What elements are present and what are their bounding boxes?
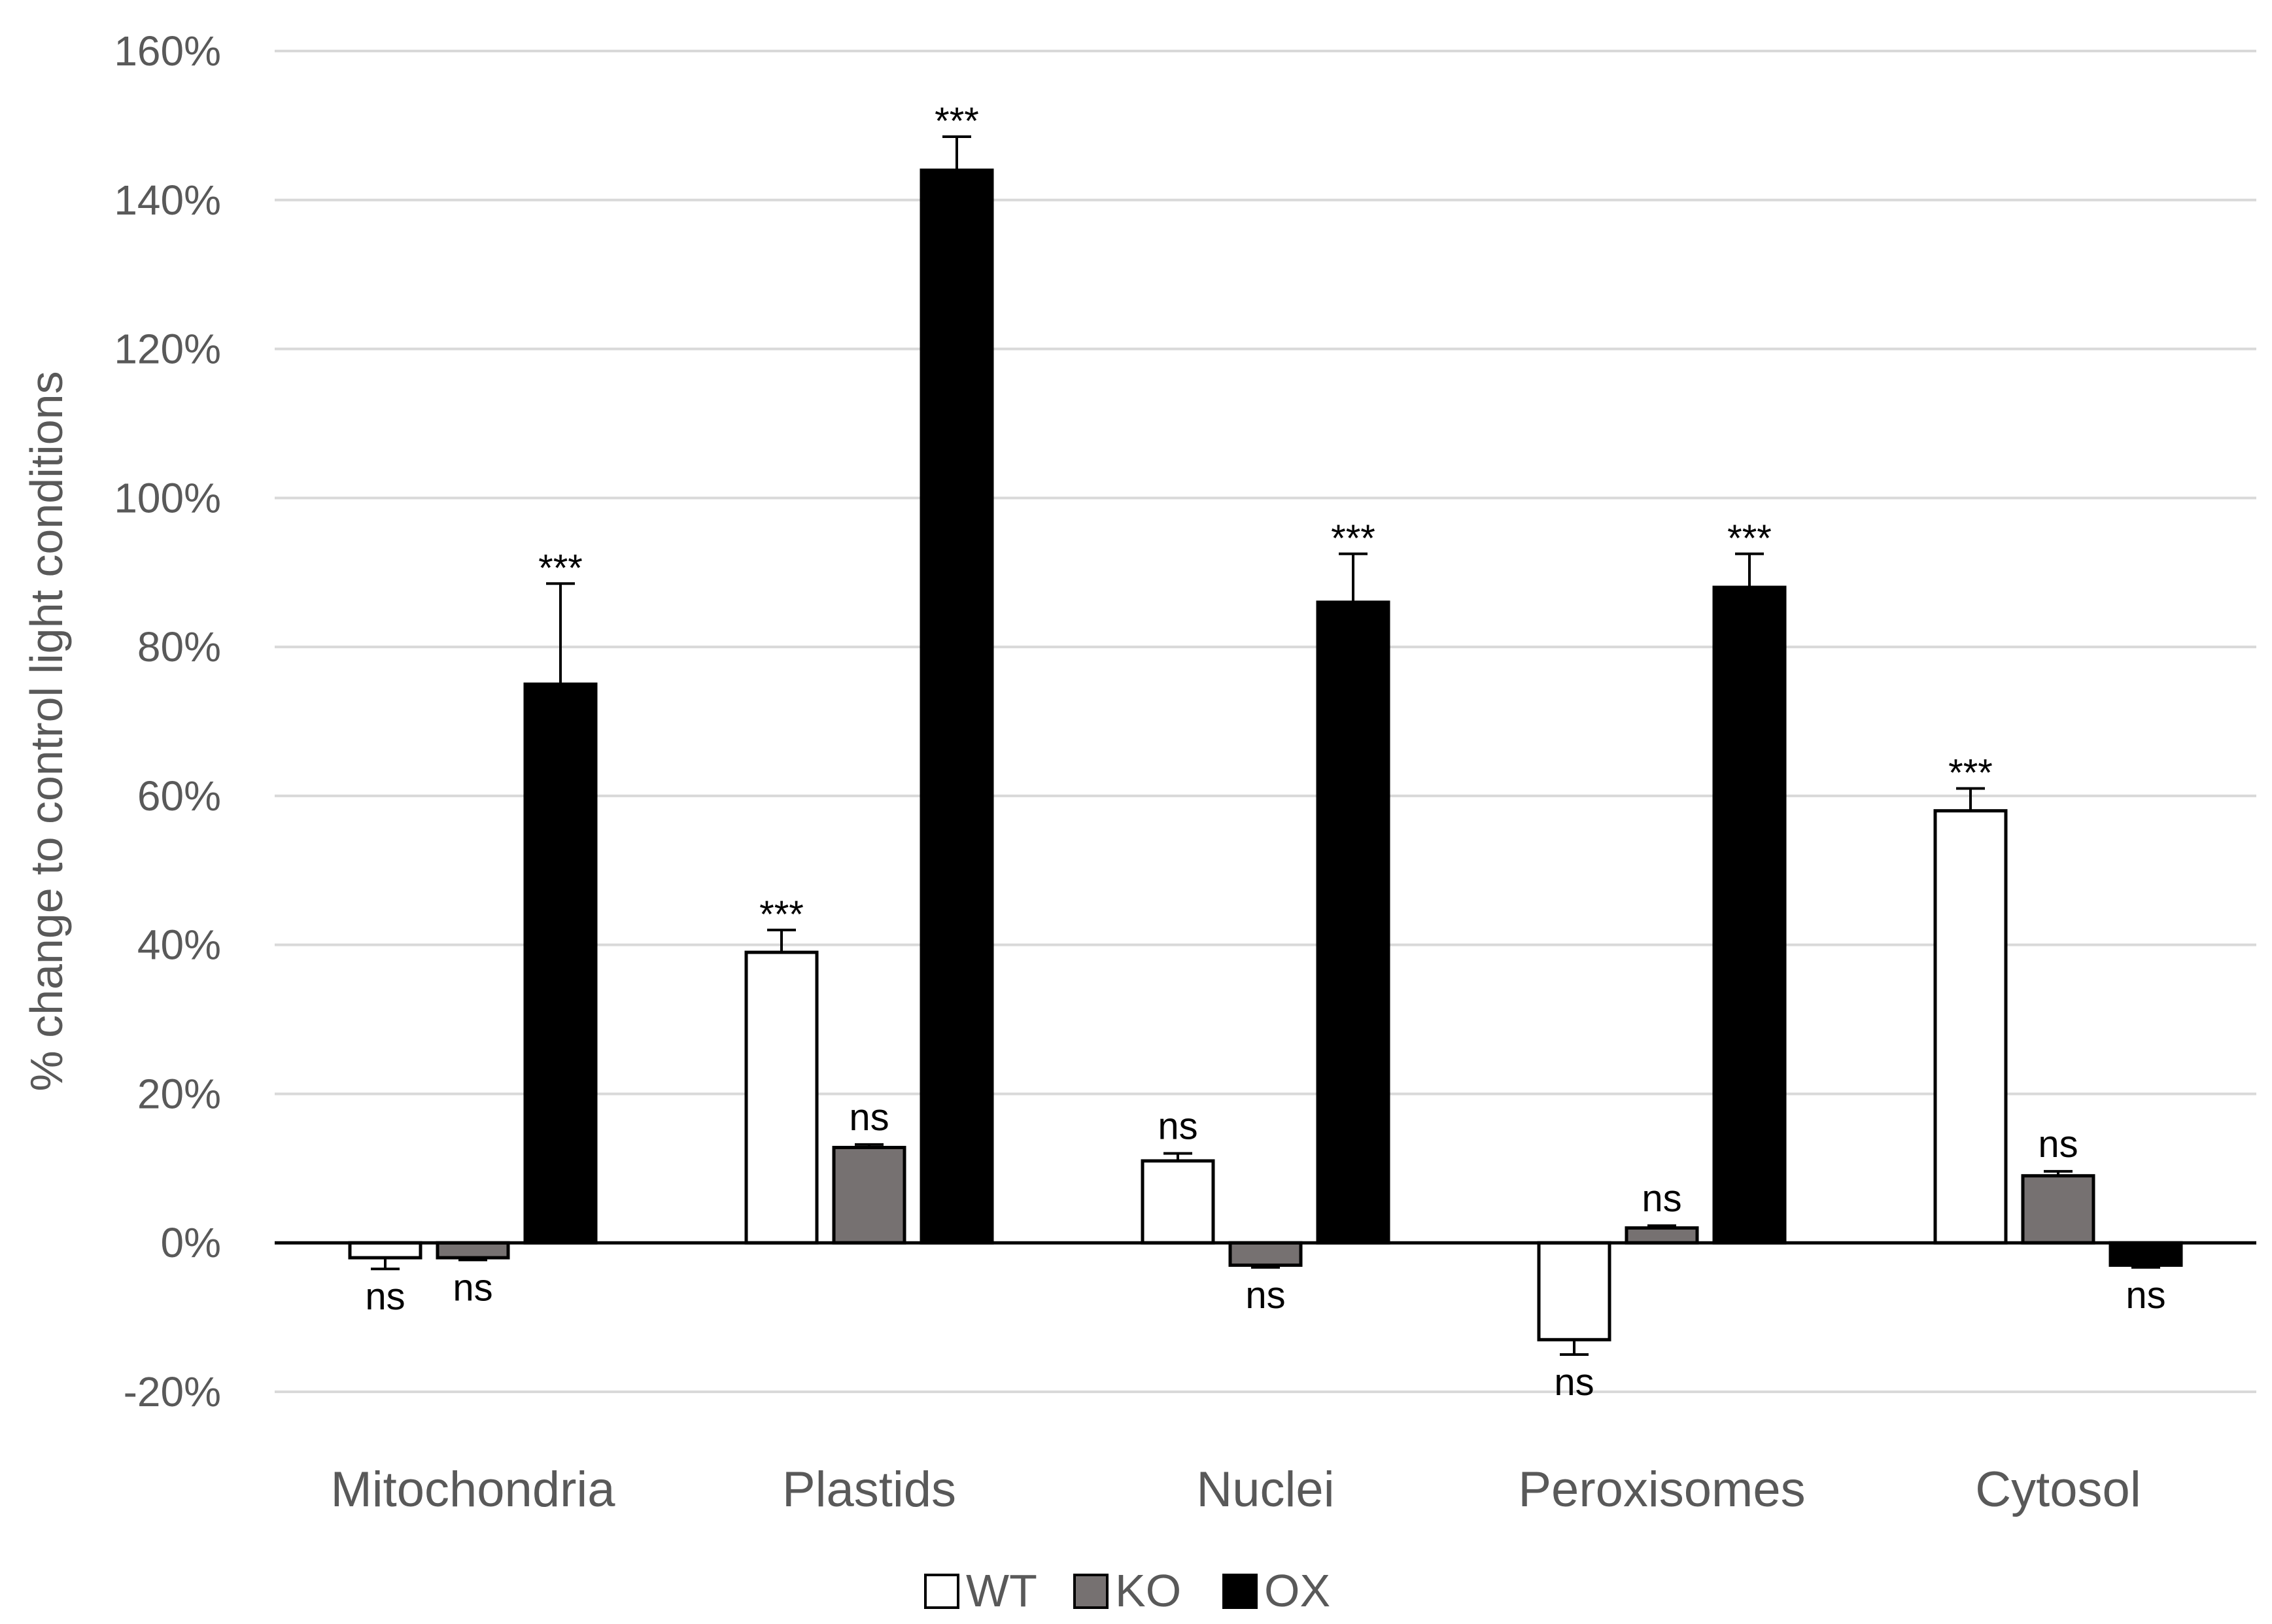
y-tick-label: 120% (114, 326, 221, 373)
category-labels: Mitochondria Plastids Nuclei Peroxisomes Cyt… (330, 1462, 2141, 1517)
y-axis-title: % change to control light conditions (21, 371, 72, 1091)
y-tick-label: 40% (137, 922, 221, 969)
bar-ko-plastids (832, 1145, 906, 1245)
category-label: Cytosol (1975, 1462, 2141, 1517)
y-tick-label: 140% (114, 177, 221, 224)
bar-ko-nuclei (1228, 1241, 1303, 1267)
y-tick-label: 80% (137, 623, 221, 670)
significance-label: *** (1331, 517, 1375, 560)
bar-ko-mitochondria (436, 1241, 510, 1260)
legend-swatch-wt (924, 1574, 959, 1609)
category-label: Peroxisomes (1518, 1462, 1805, 1517)
legend-label-wt: WT (966, 1565, 1037, 1616)
significance-label: ns (2126, 1274, 2165, 1317)
error-bars (371, 135, 2160, 1356)
significance-label: ns (1158, 1105, 1197, 1148)
legend-label-ko: KO (1115, 1565, 1181, 1616)
significance-label: *** (1727, 517, 1772, 560)
category-label: Nuclei (1196, 1462, 1334, 1517)
legend: WT KO OX (924, 1565, 1330, 1616)
bar-ox-mitochondria (523, 682, 598, 1245)
legend-swatch-ox (1222, 1574, 1258, 1609)
bar-wt-cytosol (1933, 809, 2008, 1245)
bar-wt-plastids (744, 950, 819, 1245)
bar-ox-cytosol (2108, 1241, 2183, 1267)
significance-label: ns (849, 1096, 889, 1139)
bars (348, 168, 2183, 1341)
gridlines (275, 50, 2256, 1393)
bar-ko-cytosol (2021, 1174, 2095, 1245)
bar-ox-plastids (920, 168, 994, 1245)
significance-label: ns (1245, 1274, 1285, 1317)
bar-ox-peroxisomes (1712, 585, 1787, 1245)
y-tick-label: 100% (114, 474, 221, 521)
legend-swatch-ko (1073, 1574, 1109, 1609)
significance-labels: ns ns *** *** ns *** ns ns *** ns ns *** *** ns ns (365, 100, 2165, 1404)
y-tick-label: 20% (137, 1070, 221, 1117)
significance-label: *** (759, 893, 804, 936)
y-axis-ticks: -20% 0% 20% 40% 60% 80% 100% 120% 140% 160% (114, 27, 221, 1415)
significance-label: ns (365, 1275, 405, 1318)
category-label: Mitochondria (330, 1462, 615, 1517)
bar-ox-nuclei (1316, 600, 1390, 1245)
y-tick-label: 160% (114, 27, 221, 75)
significance-label: *** (1948, 752, 1993, 795)
significance-label: ns (2038, 1123, 2078, 1166)
category-label: Plastids (782, 1462, 956, 1517)
y-tick-label: 60% (137, 772, 221, 820)
significance-label: *** (935, 100, 979, 143)
significance-label: ns (453, 1266, 492, 1309)
bar-ko-peroxisomes (1625, 1226, 1699, 1245)
bar-wt-mitochondria (348, 1241, 422, 1260)
bar-wt-peroxisomes (1537, 1241, 1611, 1341)
y-tick-label: 0% (161, 1219, 222, 1266)
significance-label: ns (1554, 1361, 1594, 1404)
significance-label: ns (1642, 1177, 1681, 1220)
significance-label: *** (538, 547, 583, 589)
legend-label-ox: OX (1264, 1565, 1330, 1616)
bar-wt-nuclei (1141, 1159, 1215, 1245)
y-tick-label: -20% (124, 1368, 221, 1415)
